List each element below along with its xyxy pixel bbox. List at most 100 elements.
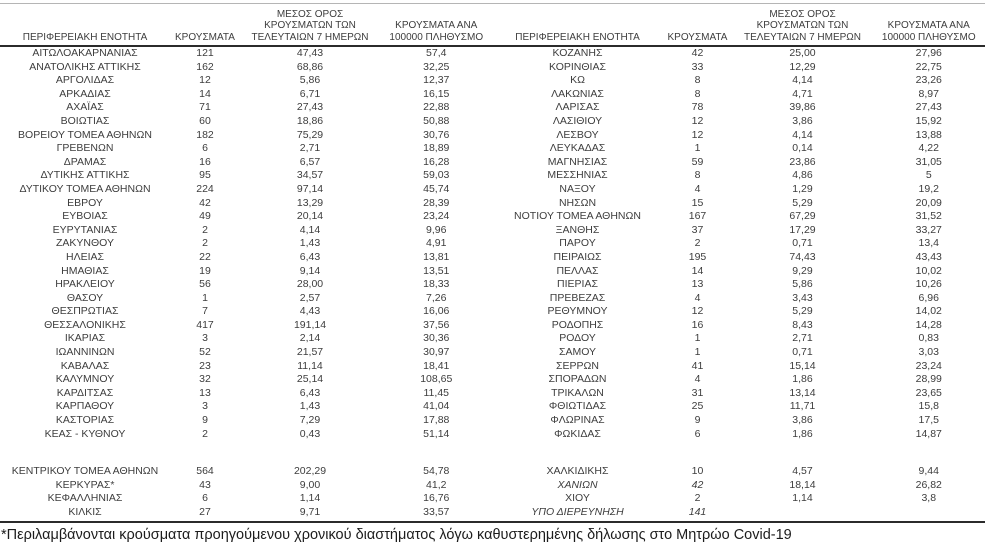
table-row: ΜΕΣΣΗΝΙΑΣ 8 4,86 5: [493, 169, 985, 183]
table-row: ΞΑΝΘΗΣ 37 17,29 33,27: [493, 224, 985, 238]
per100k-cell: 59,03: [423, 169, 450, 182]
cases-cell: 78: [691, 101, 704, 114]
avg7-cell: 4,71: [792, 87, 813, 100]
per100k-cell: [873, 506, 985, 520]
cases-cell: 6: [202, 492, 208, 505]
cases-cell: 8: [694, 74, 701, 87]
cases-cell: 1: [694, 346, 701, 359]
cases-cell: 12: [691, 128, 704, 141]
cases-cell: 1: [202, 291, 208, 304]
table-row: ΙΩΑΝΝΙΝΩΝ 52 21,57 30,97: [0, 346, 493, 360]
table-row: ΗΛΕΙΑΣ 22 6,43 13,81: [0, 251, 493, 265]
avg7-cell: 28,00: [296, 278, 324, 291]
cases-cell: 162: [196, 60, 214, 73]
cases-cell: 37: [691, 223, 704, 236]
avg7-cell: 6,43: [299, 386, 321, 399]
avg7-cell: 191,14: [293, 318, 327, 331]
per100k-cell: 17,88: [423, 414, 450, 427]
table-row: ΚΕΝΤΡΙΚΟΥ ΤΟΜΕΑ ΑΘΗΝΩΝ 564 202,29 54,78: [0, 465, 493, 479]
region-cell: ΧΑΝΙΩΝ: [557, 478, 598, 491]
cases-cell: 41: [691, 359, 704, 372]
per100k-cell: 18,41: [423, 359, 450, 372]
region-cell: ΚΑΛΥΜΝΟΥ: [55, 373, 115, 386]
per100k-cell: 57,4: [426, 47, 447, 59]
cases-cell: 224: [196, 182, 214, 195]
avg7-cell: 74,43: [789, 250, 816, 263]
region-cell: ΠΕΙΡΑΙΩΣ: [553, 250, 602, 263]
col-header-per100k: ΚΡΟΥΣΜΑΤΑ ΑΝΑ 100000 ΠΛΗΘΥΣΜΟ: [881, 20, 976, 43]
per100k-cell: 5: [925, 169, 932, 182]
table-row: ΚΕΦΑΛΛΗΝΙΑΣ 6 1,14 16,76: [0, 492, 493, 506]
per100k-cell: 28,39: [423, 196, 450, 209]
avg7-cell: 20,14: [296, 210, 324, 223]
table-row: ΚΩ 8 4,14 23,26: [493, 74, 985, 88]
region-cell: ΙΩΑΝΝΙΝΩΝ: [55, 346, 115, 359]
table-row: ΚΟΖΑΝΗΣ 42 25,00 27,96: [493, 47, 985, 61]
cases-cell: 8: [694, 87, 701, 100]
per100k-cell: 51,14: [423, 427, 450, 440]
cases-cell: 12: [691, 114, 704, 127]
region-cell: ΓΡΕΒΕΝΩΝ: [56, 142, 114, 155]
region-cell: ΕΒΡΟΥ: [67, 196, 103, 209]
avg7-cell: 0,43: [299, 427, 321, 440]
cases-cell: 31: [691, 386, 704, 399]
region-cell: ΒΟΡΕΙΟΥ ΤΟΜΕΑ ΑΘΗΝΩΝ: [18, 128, 152, 141]
region-cell: ΝΟΤΙΟΥ ΤΟΜΕΑ ΑΘΗΝΩΝ: [514, 210, 641, 223]
table-row: ΜΑΓΝΗΣΙΑΣ 59 23,86 31,05: [493, 156, 985, 170]
per100k-cell: 26,82: [915, 478, 942, 491]
table-row: ΗΜΑΘΙΑΣ 19 9,14 13,51: [0, 265, 493, 279]
table-row: ΕΒΡΟΥ 42 13,29 28,39: [0, 197, 493, 211]
per100k-cell: 14,02: [915, 305, 942, 318]
table-section-gap: [0, 441, 493, 465]
table-header-right: ΠΕΡΙΦΕΡΕΙΑΚΗ ΕΝΟΤΗΤΑ ΚΡΟΥΣΜΑΤΑ ΜΕΣΟΣ ΟΡΟ…: [493, 4, 985, 45]
col-header-region: ΠΕΡΙΦΕΡΕΙΑΚΗ ΕΝΟΤΗΤΑ: [22, 31, 148, 43]
region-cell: ΜΑΓΝΗΣΙΑΣ: [547, 155, 608, 168]
table-row: ΒΟΡΕΙΟΥ ΤΟΜΕΑ ΑΘΗΝΩΝ 182 75,29 30,76: [0, 129, 493, 143]
regional-cases-table: ΠΕΡΙΦΕΡΕΙΑΚΗ ΕΝΟΤΗΤΑ ΚΡΟΥΣΜΑΤΑ ΜΕΣΟΣ ΟΡΟ…: [0, 3, 985, 523]
avg7-cell: 202,29: [293, 465, 327, 478]
table-row: ΓΡΕΒΕΝΩΝ 6 2,71 18,89: [0, 142, 493, 156]
table-row: ΥΠΟ ΔΙΕΡΕΥΝΗΣΗ 141: [493, 506, 985, 520]
table-row: ΡΟΔΟΥ 1 2,71 0,83: [493, 332, 985, 346]
per100k-cell: 18,33: [423, 278, 450, 291]
per100k-cell: 28,99: [915, 373, 942, 386]
region-cell: ΚΟΡΙΝΘΙΑΣ: [549, 60, 606, 73]
table-row: ΠΕΙΡΑΙΩΣ 195 74,43 43,43: [493, 251, 985, 265]
avg7-cell: 3,86: [792, 414, 813, 427]
avg7-cell: 13,14: [789, 386, 816, 399]
avg7-cell: 68,86: [296, 60, 324, 73]
region-cell: ΖΑΚΥΝΘΟΥ: [55, 237, 114, 250]
table-row: ΔΥΤΙΚΟΥ ΤΟΜΕΑ ΑΘΗΝΩΝ 224 97,14 45,74: [0, 183, 493, 197]
cases-cell: 71: [199, 101, 211, 114]
avg7-cell: 11,71: [789, 400, 816, 413]
avg7-cell: 27,43: [296, 101, 324, 114]
region-cell: ΑΙΤΩΛΟΑΚΑΡΝΑΝΙΑΣ: [32, 47, 138, 59]
table-row: ΦΩΚΙΔΑΣ 6 1,86 14,87: [493, 428, 985, 442]
per100k-cell: 13,81: [423, 250, 450, 263]
cases-cell: 33: [691, 60, 704, 73]
table-row: ΒΟΙΩΤΙΑΣ 60 18,86 50,88: [0, 115, 493, 129]
avg7-cell: 9,14: [299, 264, 321, 277]
region-cell: ΛΕΣΒΟΥ: [556, 128, 599, 141]
per100k-cell: 31,52: [915, 210, 942, 223]
per100k-cell: 20,09: [915, 196, 942, 209]
cases-cell: 9: [694, 414, 701, 427]
avg7-cell: 2,57: [299, 291, 321, 304]
cases-cell: 7: [202, 305, 208, 318]
table-row: ΖΑΚΥΝΘΟΥ 2 1,43 4,91: [0, 237, 493, 251]
per100k-cell: 108,65: [420, 373, 453, 386]
table-row: ΕΥΒΟΙΑΣ 49 20,14 23,24: [0, 210, 493, 224]
cases-cell: 13: [199, 386, 211, 399]
per100k-cell: 43,43: [915, 250, 942, 263]
cases-cell: 9: [202, 414, 208, 427]
avg7-cell: 97,14: [296, 182, 324, 195]
table-row: ΘΑΣΟΥ 1 2,57 7,26: [0, 292, 493, 306]
table-row: ΦΛΩΡΙΝΑΣ 9 3,86 17,5: [493, 414, 985, 428]
avg7-cell: 15,14: [789, 359, 816, 372]
region-cell: ΧΑΛΚΙΔΙΚΗΣ: [546, 465, 609, 478]
cases-cell: 42: [691, 47, 704, 59]
region-cell: ΚΕΡΚΥΡΑΣ*: [55, 478, 115, 491]
table-row: ΠΙΕΡΙΑΣ 13 5,86 10,26: [493, 278, 985, 292]
table-body-right: ΚΟΖΑΝΗΣ 42 25,00 27,96 ΚΟΡΙΝΘΙΑΣ 33 12,29 22,75…: [493, 47, 985, 520]
avg7-cell: 4,57: [792, 465, 813, 478]
